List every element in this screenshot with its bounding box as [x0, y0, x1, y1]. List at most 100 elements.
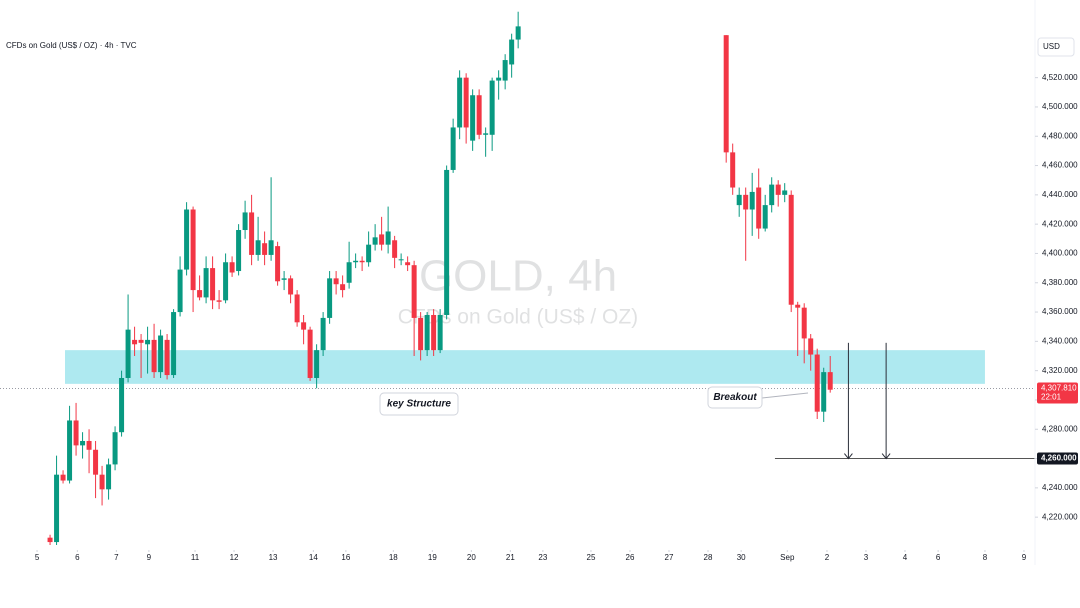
candle-body [262, 243, 268, 255]
candle-body [515, 26, 521, 40]
candle-body [86, 440, 92, 450]
support-zone [65, 350, 985, 384]
candle-body [736, 194, 742, 206]
x-tick-label: 3 [864, 553, 869, 562]
axis-layer: 4,220.000 4,240.000 4,260.000 4,280.000 4,30… [35, 0, 1078, 565]
candle-body [502, 60, 508, 81]
y-tick-label: 4,220.000 [1042, 512, 1078, 521]
x-tick-label: 2 [825, 553, 830, 562]
x-tick-label: 14 [309, 553, 318, 562]
candle-body [184, 209, 190, 270]
x-tick-label: 12 [230, 553, 239, 562]
candle-body [327, 278, 333, 318]
candle-body [489, 80, 495, 135]
candle-body [353, 260, 359, 263]
candle-body [301, 322, 307, 330]
y-tick-label: 4,460.000 [1042, 161, 1078, 170]
y-tick-label: 4,320.000 [1042, 366, 1078, 375]
candle-body [450, 127, 456, 170]
candle-body [444, 169, 450, 315]
currency-box[interactable] [1037, 37, 1075, 57]
x-tick-label: 9 [147, 553, 152, 562]
candle-body [496, 77, 502, 81]
candle-body [424, 314, 430, 351]
candle-body [67, 420, 73, 481]
candle-body [223, 262, 229, 301]
candle-body [827, 372, 833, 390]
x-tick-label: 16 [341, 553, 350, 562]
candle-body [509, 39, 515, 65]
candle-body [808, 338, 814, 355]
current-price-box [1037, 382, 1078, 404]
key-structure-note: key Structure [379, 392, 459, 416]
candle-body [340, 284, 346, 291]
candle-body [801, 307, 807, 339]
y-tick-label: 4,500.000 [1042, 102, 1078, 111]
candle-body [762, 205, 768, 229]
x-tick-label: 7 [114, 553, 119, 562]
candle-body [749, 191, 755, 210]
x-tick-label: 21 [506, 553, 515, 562]
candle-body [242, 212, 248, 231]
candle-body [730, 152, 736, 188]
candle-body [99, 474, 105, 490]
y-tick-label: 4,480.000 [1042, 131, 1078, 140]
y-tick-label: 4,360.000 [1042, 307, 1078, 316]
breakout-note: Breakout [707, 386, 809, 409]
countdown-label: 22:01 [1041, 393, 1062, 402]
note-text: key Structure [387, 399, 451, 410]
y-tick-label: 4,340.000 [1042, 336, 1078, 345]
x-tick-label: 4 [903, 553, 908, 562]
candle-body [795, 304, 801, 308]
candle-body [151, 339, 157, 373]
candle-body [392, 240, 398, 258]
candle-body [236, 230, 242, 272]
candle-body [164, 339, 170, 376]
note-text: Breakout [713, 392, 757, 403]
x-tick-label: 13 [269, 553, 278, 562]
candle-body [112, 432, 118, 465]
candle-body [814, 354, 820, 412]
note-box [379, 392, 459, 416]
x-tick-label: 27 [665, 553, 674, 562]
candle-body [457, 77, 463, 128]
x-tick-label: 6 [936, 553, 941, 562]
candle-body [138, 339, 144, 343]
candle-body [255, 240, 261, 255]
candle-body [470, 95, 476, 141]
watermark-description: CFDs on Gold (US$ / OZ) [398, 306, 638, 329]
x-tick-label: 28 [704, 553, 713, 562]
candle-body [171, 312, 177, 376]
candle-body [177, 269, 183, 313]
y-tick-label: 4,520.000 [1042, 73, 1078, 82]
candle-body [756, 187, 762, 229]
candle-body [431, 314, 437, 351]
y-tick-label: 4,240.000 [1042, 483, 1078, 492]
x-tick-label: 19 [428, 553, 437, 562]
candle-body [333, 278, 339, 285]
candle-body [359, 260, 365, 263]
candle-body [821, 372, 827, 412]
x-tick-label: 18 [389, 553, 398, 562]
x-tick-label: 26 [626, 553, 635, 562]
current-price-label: 4,307.810 [1041, 384, 1077, 393]
candle-body [775, 184, 781, 195]
x-tick-label: 9 [1022, 553, 1027, 562]
candle-body [275, 246, 281, 282]
chart-title: CFDs on Gold (US$ / OZ) · 4h · TVC [6, 41, 137, 50]
candle-body [405, 262, 411, 266]
candle-body [119, 377, 125, 433]
y-tick-label: 4,400.000 [1042, 249, 1078, 258]
candle-body [80, 440, 86, 446]
candle-body [411, 265, 417, 318]
y-tick-label: 4,280.000 [1042, 424, 1078, 433]
candle-body [281, 278, 287, 280]
candle-body [483, 133, 489, 135]
currency[interactable]: USD [1043, 42, 1060, 51]
note-pointer [761, 392, 809, 399]
candle-body [372, 237, 378, 245]
candle-body [47, 537, 53, 543]
candles-layer [47, 11, 833, 545]
